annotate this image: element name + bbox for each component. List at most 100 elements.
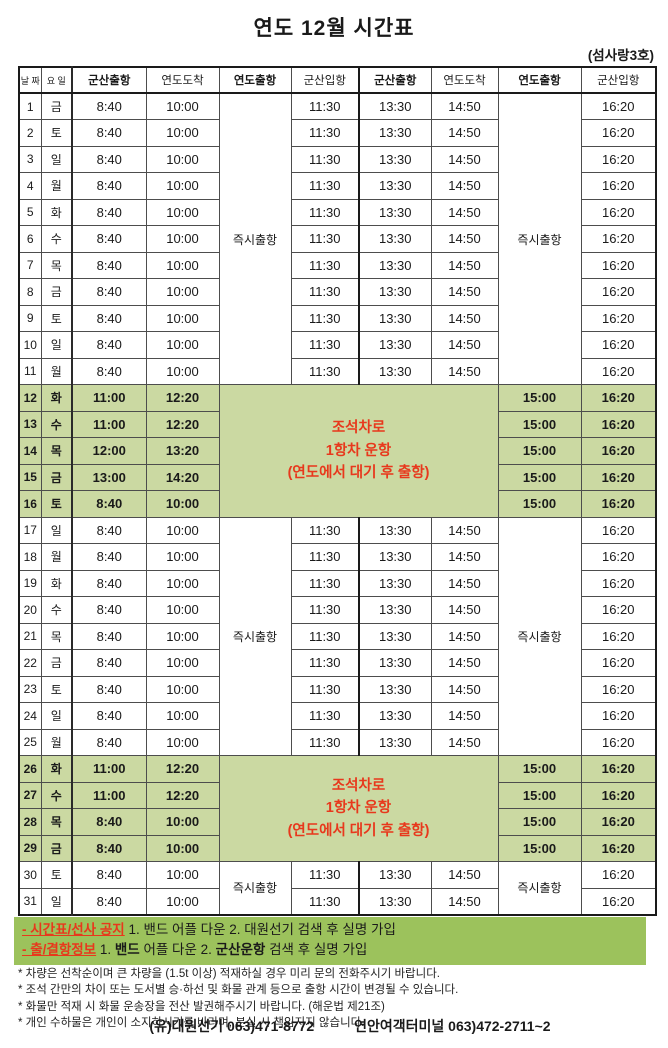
cell: 11:30 bbox=[290, 172, 360, 200]
cell: 13:30 bbox=[358, 119, 432, 147]
date-cell: 14 bbox=[18, 437, 42, 465]
weekday-cell: 목 bbox=[40, 251, 73, 279]
cell: 15:00 bbox=[497, 808, 582, 836]
page-title: 연도 12월 시간표 bbox=[253, 17, 415, 40]
cell: 8:40 bbox=[71, 172, 147, 200]
cell: 11:00 bbox=[71, 755, 147, 783]
cell: 10:00 bbox=[145, 543, 220, 571]
weekday-cell: 일 bbox=[40, 331, 73, 359]
table-row: 9 토 8:40 10:00 11:30 13:30 14:50 16:20 bbox=[18, 304, 657, 332]
date-cell: 23 bbox=[18, 675, 42, 703]
date-cell: 25 bbox=[18, 728, 42, 756]
cell: 13:30 bbox=[358, 649, 432, 677]
cell: 10:00 bbox=[145, 225, 220, 253]
table-row: 4 월 8:40 10:00 11:30 13:30 14:50 16:20 bbox=[18, 172, 657, 200]
weekday-cell: 화 bbox=[40, 569, 73, 597]
contact-line: (유)대원선기 063)471-8772 연안여객터미널 063)472-271… bbox=[70, 1016, 630, 1036]
cell: 16:20 bbox=[580, 92, 657, 120]
cell: 16:20 bbox=[580, 596, 657, 624]
weekday-cell: 화 bbox=[40, 384, 73, 412]
cell: 15:00 bbox=[497, 755, 582, 783]
cell: 10:00 bbox=[145, 834, 220, 862]
cell: 14:50 bbox=[430, 861, 499, 889]
cell: 12:20 bbox=[145, 781, 220, 809]
weekday-cell: 금 bbox=[40, 92, 73, 120]
cell: 11:30 bbox=[290, 622, 360, 650]
cell: 11:30 bbox=[290, 278, 360, 306]
cell: 16:20 bbox=[580, 278, 657, 306]
cell: 14:50 bbox=[430, 225, 499, 253]
cell: 13:30 bbox=[358, 251, 432, 279]
notice-text: 밴드 bbox=[114, 942, 140, 958]
cell: 11:30 bbox=[290, 887, 360, 915]
tide-note-cell: 조석차로 1항차 운항 (연도에서 대기 후 출항) bbox=[218, 755, 499, 862]
cell: 11:30 bbox=[290, 225, 360, 253]
cell: 15:00 bbox=[497, 834, 582, 862]
cell: 15:00 bbox=[497, 437, 582, 465]
cell: 15:00 bbox=[497, 463, 582, 491]
cell: 16:20 bbox=[580, 119, 657, 147]
weekday-cell: 목 bbox=[40, 622, 73, 650]
weekday-cell: 목 bbox=[40, 437, 73, 465]
weekday-cell: 일 bbox=[40, 145, 73, 173]
cell: 8:40 bbox=[71, 728, 147, 756]
table-row: 1 금 8:40 10:00 즉시출항 11:30 13:30 14:50 즉시출항 16:20 bbox=[18, 92, 657, 385]
cell: 16:20 bbox=[580, 331, 657, 359]
date-cell: 1 bbox=[18, 92, 42, 120]
table-row: 6 수 8:40 10:00 11:30 13:30 14:50 16:20 bbox=[18, 225, 657, 253]
table-row: 7 목 8:40 10:00 11:30 13:30 14:50 16:20 bbox=[18, 251, 657, 279]
column-header: 요 일 bbox=[40, 66, 73, 94]
cell: 8:40 bbox=[71, 251, 147, 279]
notice-line: - 출/결항정보 1. 밴드 어플 다운 2. 군산운항 검색 후 실명 가입 bbox=[22, 940, 646, 960]
cell: 11:30 bbox=[290, 516, 360, 544]
date-cell: 15 bbox=[18, 463, 42, 491]
cell: 10:00 bbox=[145, 675, 220, 703]
cell: 13:30 bbox=[358, 145, 432, 173]
date-cell: 4 bbox=[18, 172, 42, 200]
weekday-cell: 토 bbox=[40, 119, 73, 147]
table-row: 29 금 8:40 10:00 15:00 16:20 bbox=[18, 834, 657, 862]
date-cell: 28 bbox=[18, 808, 42, 836]
immediate-departure-cell: 즉시출항 bbox=[218, 861, 292, 915]
table-row: 12 화 11:00 12:20 조석차로 1항차 운항 (연도에서 대기 후 출항) 15:… bbox=[18, 384, 657, 518]
table-row: 21 목 8:40 10:00 11:30 13:30 14:50 16:20 bbox=[18, 622, 657, 650]
cell: 11:30 bbox=[290, 649, 360, 677]
column-header: 군산출항 bbox=[71, 66, 147, 94]
cell: 16:20 bbox=[580, 145, 657, 173]
cell: 14:50 bbox=[430, 172, 499, 200]
cell: 10:00 bbox=[145, 861, 220, 889]
cell: 16:20 bbox=[580, 384, 657, 412]
cell: 16:20 bbox=[580, 304, 657, 332]
table-row: 26 화 11:00 12:20 조석차로 1항차 운항 (연도에서 대기 후 출항) 15:… bbox=[18, 755, 657, 862]
date-cell: 27 bbox=[18, 781, 42, 809]
cell: 13:30 bbox=[358, 304, 432, 332]
tide-note-line: 1항차 운항 bbox=[325, 442, 392, 459]
immediate-departure-cell: 즉시출항 bbox=[497, 861, 582, 915]
operator-phone: (유)대원선기 063)471-8772 bbox=[149, 1018, 315, 1034]
cell: 15:00 bbox=[497, 490, 582, 518]
terminal-phone: 연안여객터미널 063)472-2711~2 bbox=[354, 1018, 551, 1034]
cell: 8:40 bbox=[71, 92, 147, 120]
cell: 8:40 bbox=[71, 887, 147, 915]
cell: 14:50 bbox=[430, 887, 499, 915]
cell: 14:50 bbox=[430, 675, 499, 703]
cell: 8:40 bbox=[71, 119, 147, 147]
date-cell: 26 bbox=[18, 755, 42, 783]
cell: 10:00 bbox=[145, 728, 220, 756]
cell: 16:20 bbox=[580, 569, 657, 597]
cell: 16:20 bbox=[580, 225, 657, 253]
column-header: 연도출항 bbox=[218, 66, 292, 94]
tide-note-line: 조석차로 bbox=[331, 777, 386, 794]
weekday-cell: 일 bbox=[40, 887, 73, 915]
weekday-cell: 수 bbox=[40, 596, 73, 624]
table-row: 15 금 13:00 14:20 15:00 16:20 bbox=[18, 463, 657, 491]
cell: 14:50 bbox=[430, 728, 499, 756]
date-cell: 24 bbox=[18, 702, 42, 730]
date-cell: 13 bbox=[18, 410, 42, 438]
note-line: * 차량은 선착순이며 큰 차량을 (1.5t 이상) 적재하실 경우 미리 문… bbox=[18, 968, 440, 980]
weekday-cell: 월 bbox=[40, 172, 73, 200]
table-row: 2 토 8:40 10:00 11:30 13:30 14:50 16:20 bbox=[18, 119, 657, 147]
cell: 10:00 bbox=[145, 622, 220, 650]
table-row: 20 수 8:40 10:00 11:30 13:30 14:50 16:20 bbox=[18, 596, 657, 624]
